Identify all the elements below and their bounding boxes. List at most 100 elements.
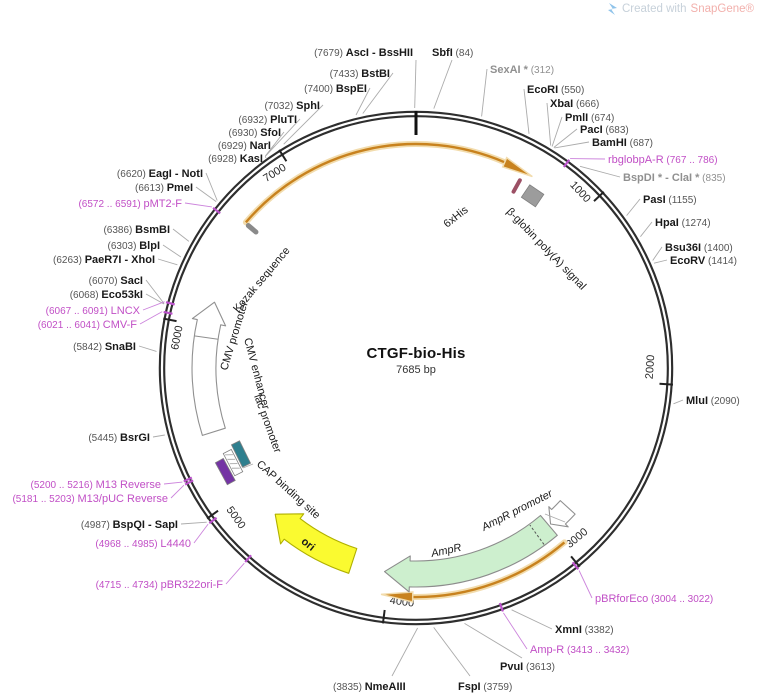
site-label-KasI[interactable]: (6928) KasI: [208, 153, 263, 165]
site-label-PaeR7I-XhoI[interactable]: (6263) PaeR7I - XhoI: [53, 254, 155, 266]
site-label-SphI[interactable]: (7032) SphI: [264, 100, 320, 112]
site-label-SbfI[interactable]: SbfI (84): [432, 47, 473, 59]
feature-cmv-enhancer-promoter-divider: [194, 335, 219, 340]
leader-MluI: [673, 399, 684, 405]
leader-SnaBI: [138, 345, 157, 352]
site-label-FspI[interactable]: FspI (3759): [458, 681, 512, 693]
site-label-L4440[interactable]: (4968 .. 4985) L4440: [95, 538, 191, 550]
leader-FspI: [433, 627, 471, 677]
feature-lac-promoter[interactable]: [214, 457, 236, 486]
primer-site-tick-5208[interactable]: [183, 476, 193, 483]
site-label-BsmBI[interactable]: (6386) BsmBI: [103, 224, 170, 236]
feature-cmv-enhancer-promoter[interactable]: [191, 301, 227, 436]
site-label-BspEI[interactable]: (7400) BspEI: [304, 83, 367, 95]
feature-kozak-mark[interactable]: [245, 222, 260, 236]
ampr-orf-arrowhead[interactable]: [380, 591, 414, 603]
primer-site-tick-776[interactable]: [562, 159, 571, 168]
site-label-XbaI[interactable]: XbaI (666): [550, 98, 599, 110]
feature-label-bglobin-polya[interactable]: β-globin poly(A) signal: [504, 206, 588, 293]
site-label-NmeAIII[interactable]: (3835) NmeAIII: [333, 681, 406, 693]
site-label-SnaBI[interactable]: (5842) SnaBI: [73, 341, 136, 353]
feature-m13-hatch[interactable]: [222, 448, 244, 477]
leader-BlpI: [162, 244, 182, 258]
site-label-CMV-F[interactable]: (6021 .. 6041) CMV-F: [38, 319, 138, 331]
site-label-M13-Reverse[interactable]: (5200 .. 5216) M13 Reverse: [31, 479, 161, 491]
site-label-PvuI[interactable]: PvuI (3613): [500, 661, 555, 673]
leader-EcoRI: [523, 88, 530, 134]
feature-label-six-his[interactable]: 6xHis: [441, 204, 470, 231]
leader-BstBI: [362, 72, 394, 114]
feature-m13-hatch-box[interactable]: [222, 448, 244, 477]
tick-mark-5000: [206, 509, 219, 520]
tick-label-3000: 3000: [564, 526, 591, 551]
site-label-HpaI[interactable]: HpaI (1274): [655, 217, 711, 229]
ctgf-orf[interactable]: [244, 142, 506, 224]
site-label-EcoRV[interactable]: EcoRV (1414): [670, 255, 737, 267]
site-label-XmnI[interactable]: XmnI (3382): [555, 624, 614, 636]
feature-ori[interactable]: [274, 513, 358, 574]
ctgf-orf-arrowhead[interactable]: [501, 156, 533, 178]
leader-SphI: [283, 104, 324, 145]
leader-PacI: [553, 128, 578, 148]
site-label-SfoI[interactable]: (6930) SfoI: [229, 127, 281, 139]
leader-BspDI-ClaI-: [579, 165, 621, 178]
site-label-BstBI[interactable]: (7433) BstBI: [330, 68, 390, 80]
site-label-Eco53kI[interactable]: (6068) Eco53kI: [70, 289, 143, 301]
primer-site-tick-6079[interactable]: [165, 301, 175, 306]
leader-HpaI: [640, 221, 653, 237]
primer-site-tick-6031[interactable]: [163, 310, 173, 315]
site-label-SexAI-[interactable]: SexAI * (312): [490, 64, 554, 76]
leader-L4440: [193, 523, 209, 544]
feature-lac-promoter-box[interactable]: [214, 457, 236, 486]
site-label-LNCX[interactable]: (6067 .. 6091) LNCX: [46, 305, 141, 317]
primer-site-tick-4976[interactable]: [208, 516, 218, 525]
primer-site-tick-4725[interactable]: [244, 554, 252, 563]
site-label-AscI-BssHII[interactable]: (7679) AscI - BssHII: [314, 47, 413, 59]
leader-PmeI: [195, 186, 217, 202]
site-label-PluTI[interactable]: (6932) PluTI: [238, 114, 297, 126]
feature-ampr[interactable]: [383, 514, 558, 593]
feature-cap-binding-site[interactable]: [230, 440, 252, 468]
site-label-NarI[interactable]: (6929) NarI: [218, 140, 271, 152]
primer-site-tick-6581[interactable]: [212, 206, 221, 215]
site-label-pBRforEco[interactable]: pBRforEco (3004 .. 3022): [595, 593, 713, 605]
site-label-BlpI[interactable]: (6303) BlpI: [108, 240, 160, 252]
hatch-line: [229, 463, 238, 465]
site-label-rbglobpA-R[interactable]: rbglobpA-R (767 .. 786): [608, 154, 718, 166]
site-label-BspQI-SapI[interactable]: (4987) BspQI - SapI: [81, 519, 178, 531]
site-label-EcoRI[interactable]: EcoRI (550): [527, 84, 584, 96]
feature-ampr-promoter[interactable]: [548, 500, 576, 528]
site-label-BspDI-ClaI-[interactable]: BspDI * - ClaI * (835): [623, 172, 726, 184]
feature-bglobin-polya[interactable]: [520, 184, 545, 208]
feature-label-cap-binding-site[interactable]: CAP binding site: [254, 458, 322, 521]
tick-mark-6000: [163, 317, 177, 323]
site-label-MluI[interactable]: MluI (2090): [686, 395, 740, 407]
site-label-PasI[interactable]: PasI (1155): [643, 194, 697, 206]
site-label-PmlI[interactable]: PmlI (674): [565, 112, 614, 124]
site-label-SacI[interactable]: (6070) SacI: [89, 275, 143, 287]
feature-bglobin-polya-box[interactable]: [520, 184, 545, 208]
site-label-pBR322ori-F[interactable]: (4715 .. 4734) pBR322ori-F: [96, 579, 224, 591]
tick-mark-7000: [278, 149, 288, 162]
primer-site-tick-5192[interactable]: [184, 479, 194, 486]
primer-site-tick-3013[interactable]: [571, 561, 580, 570]
leader-pMT2-F: [184, 202, 212, 208]
site-label-Bsu36I[interactable]: Bsu36I (1400): [665, 242, 733, 254]
site-label-BamHI[interactable]: BamHI (687): [592, 137, 653, 149]
site-label-PmeI[interactable]: (6613) PmeI: [135, 182, 193, 194]
leader-AscI-BssHII: [414, 59, 417, 109]
tick-label-2000: 2000: [644, 354, 658, 379]
site-label-BsrGI[interactable]: (5445) BsrGI: [88, 432, 150, 444]
leader-SbfI: [433, 59, 453, 109]
site-label-EagI-NotI[interactable]: (6620) EagI - NotI: [117, 168, 203, 180]
primer-site-tick-3423[interactable]: [498, 602, 504, 612]
site-label-M13-pUC-Reverse[interactable]: (5181 .. 5203) M13/pUC Reverse: [12, 493, 168, 505]
ampr-orf[interactable]: [412, 541, 566, 599]
site-label-pMT2-F[interactable]: (6572 .. 6591) pMT2-F: [78, 198, 182, 210]
hatch-line: [231, 467, 240, 469]
feature-six-his-mark[interactable]: [511, 178, 523, 195]
site-label-Amp-R[interactable]: Amp-R (3413 .. 3432): [530, 644, 629, 656]
site-label-PacI[interactable]: PacI (683): [580, 124, 629, 136]
feature-cap-binding-site-box[interactable]: [230, 440, 252, 468]
